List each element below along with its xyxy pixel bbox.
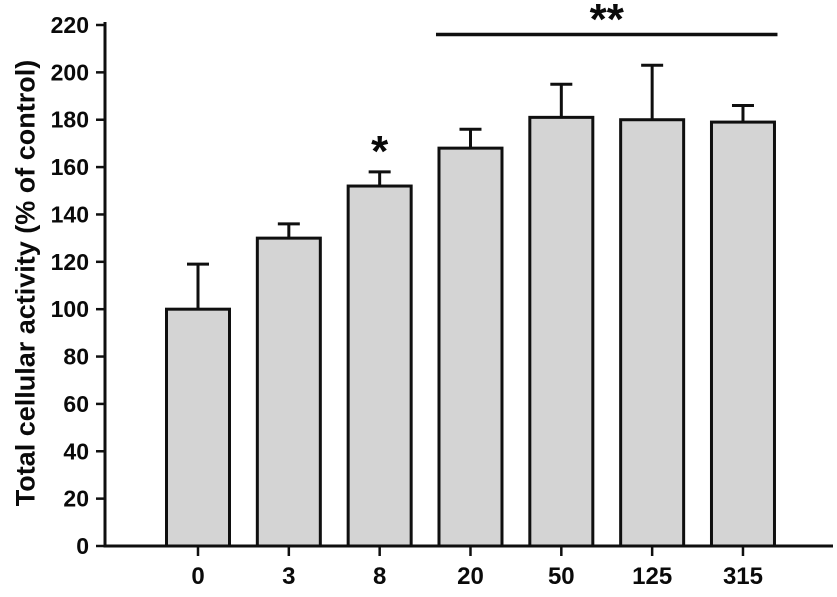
y-axis-title: Total cellular activity (% of control)	[10, 59, 41, 507]
x-tick-label: 8	[373, 563, 386, 590]
y-tick-label: 80	[63, 344, 89, 370]
y-tick-label: 220	[51, 12, 89, 38]
bar	[528, 115, 595, 548]
x-tick-label: 315	[723, 563, 763, 590]
significance-asterisk: *	[371, 127, 389, 176]
bar	[255, 236, 322, 548]
y-tick-label: 120	[51, 249, 89, 275]
y-tick-label: 60	[63, 391, 89, 417]
y-tick-label: 0	[76, 533, 89, 559]
x-tick-label: 0	[191, 563, 204, 590]
y-tick-label: 20	[63, 486, 89, 512]
y-tick-label: 40	[63, 438, 89, 464]
bar	[619, 118, 686, 548]
y-tick-label: 200	[51, 59, 89, 85]
y-tick-label: 140	[51, 201, 89, 227]
y-tick-label: 180	[51, 107, 89, 133]
bar	[165, 307, 231, 548]
bar	[709, 120, 776, 548]
y-tick-label: 160	[51, 154, 89, 180]
x-tick-label: 3	[282, 563, 295, 590]
significance-asterisks: **	[590, 0, 625, 44]
x-tick-label: 125	[632, 563, 672, 590]
x-tick-label: 50	[548, 563, 575, 590]
y-tick-label: 100	[51, 296, 89, 322]
bar	[346, 184, 413, 548]
bar	[437, 146, 504, 548]
x-tick-label: 20	[457, 563, 484, 590]
